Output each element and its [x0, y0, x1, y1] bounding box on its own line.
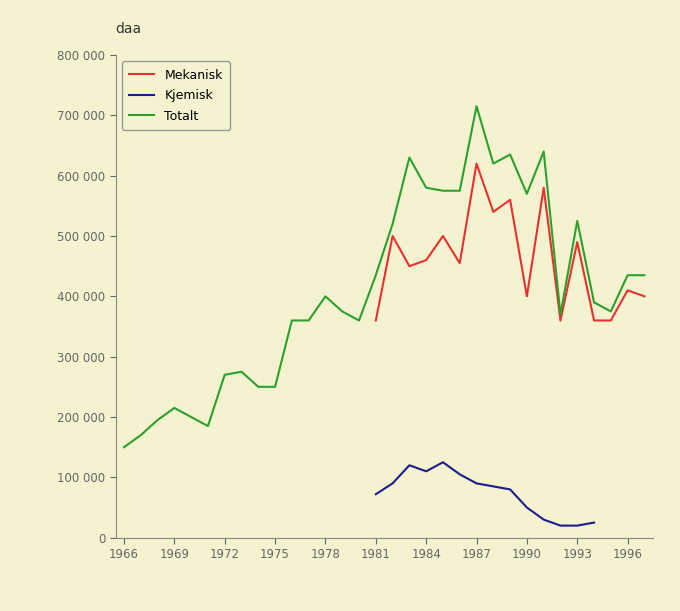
Totalt	[338, 308, 346, 315]
Line: Totalt: Totalt	[124, 106, 645, 447]
Totalt	[573, 218, 581, 225]
Mekanisk	[523, 293, 531, 300]
Totalt	[456, 187, 464, 194]
Totalt	[607, 308, 615, 315]
Totalt	[624, 271, 632, 279]
Line: Kjemisk: Kjemisk	[376, 463, 594, 525]
Totalt	[322, 293, 330, 300]
Kjemisk	[590, 519, 598, 526]
Kjemisk	[556, 522, 564, 529]
Totalt	[154, 416, 162, 423]
Line: Mekanisk: Mekanisk	[376, 164, 645, 320]
Totalt	[540, 148, 548, 155]
Mekanisk	[422, 257, 430, 264]
Totalt	[641, 271, 649, 279]
Kjemisk	[523, 504, 531, 511]
Mekanisk	[489, 208, 497, 216]
Totalt	[405, 154, 413, 161]
Mekanisk	[624, 287, 632, 294]
Totalt	[187, 413, 195, 420]
Totalt	[220, 371, 228, 378]
Totalt	[590, 299, 598, 306]
Mekanisk	[590, 316, 598, 324]
Totalt	[355, 316, 363, 324]
Totalt	[388, 220, 396, 227]
Mekanisk	[607, 316, 615, 324]
Mekanisk	[573, 238, 581, 246]
Totalt	[489, 160, 497, 167]
Totalt	[439, 187, 447, 194]
Kjemisk	[456, 470, 464, 478]
Kjemisk	[372, 491, 380, 498]
Totalt	[170, 404, 178, 412]
Totalt	[523, 190, 531, 197]
Kjemisk	[573, 522, 581, 529]
Totalt	[137, 431, 145, 439]
Kjemisk	[540, 516, 548, 523]
Mekanisk	[556, 316, 564, 324]
Totalt	[506, 151, 514, 158]
Kjemisk	[405, 462, 413, 469]
Kjemisk	[422, 467, 430, 475]
Totalt	[120, 444, 128, 451]
Totalt	[556, 311, 564, 318]
Mekanisk	[473, 160, 481, 167]
Kjemisk	[506, 486, 514, 493]
Legend: Mekanisk, Kjemisk, Totalt: Mekanisk, Kjemisk, Totalt	[122, 61, 231, 130]
Mekanisk	[388, 232, 396, 240]
Text: daa: daa	[116, 21, 141, 35]
Totalt	[305, 316, 313, 324]
Mekanisk	[456, 260, 464, 267]
Kjemisk	[473, 480, 481, 487]
Kjemisk	[439, 459, 447, 466]
Totalt	[473, 103, 481, 110]
Totalt	[204, 422, 212, 430]
Totalt	[254, 383, 262, 390]
Totalt	[271, 383, 279, 390]
Totalt	[288, 316, 296, 324]
Mekanisk	[641, 293, 649, 300]
Mekanisk	[439, 232, 447, 240]
Mekanisk	[540, 184, 548, 191]
Totalt	[237, 368, 245, 375]
Totalt	[372, 271, 380, 279]
Kjemisk	[388, 480, 396, 487]
Kjemisk	[489, 483, 497, 490]
Mekanisk	[506, 196, 514, 203]
Mekanisk	[405, 263, 413, 270]
Totalt	[422, 184, 430, 191]
Mekanisk	[372, 316, 380, 324]
